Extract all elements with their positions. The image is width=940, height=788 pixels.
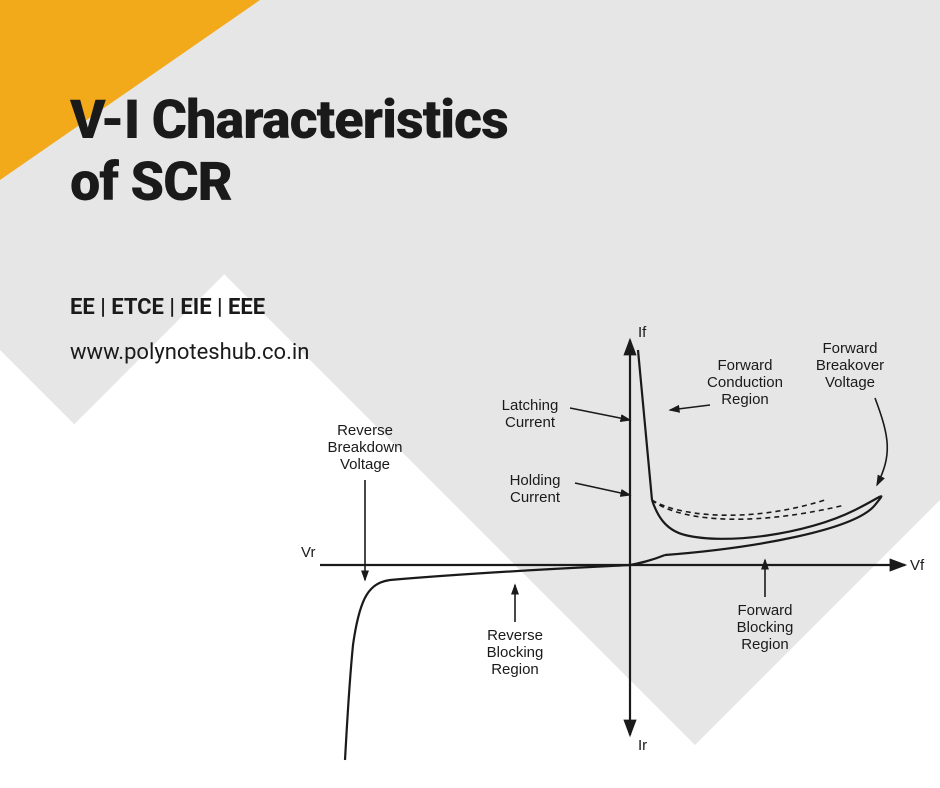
svg-text:Voltage: Voltage <box>340 456 390 473</box>
curve-forward-leakage <box>630 555 665 565</box>
label-vr: Vr <box>301 544 315 561</box>
svg-text:Conduction: Conduction <box>707 374 783 391</box>
svg-text:Current: Current <box>505 414 556 431</box>
title-line-1: V-I Characteristics <box>70 90 508 152</box>
curve-reverse <box>345 565 630 760</box>
svg-text:Voltage: Voltage <box>825 374 875 391</box>
svg-text:Reverse: Reverse <box>337 422 393 439</box>
svg-text:Forward: Forward <box>717 357 772 374</box>
svg-text:Current: Current <box>510 489 561 506</box>
svg-text:Forward: Forward <box>737 602 792 619</box>
page-title: V-I Characteristics of SCR <box>70 90 508 214</box>
annotation-rev_blocking: ReverseBlockingRegion <box>487 585 544 678</box>
diagram-svg: IfIrVfVrLatchingCurrentHoldingCurrentRev… <box>295 315 935 775</box>
annotation-holding: HoldingCurrent <box>510 472 630 506</box>
label-vf: Vf <box>910 557 925 574</box>
subtitle-departments: EE | ETCE | EIE | EEE <box>70 295 265 320</box>
label-if: If <box>638 324 647 341</box>
svg-text:Latching: Latching <box>502 397 559 414</box>
curve-forward-dashed-2 <box>652 500 845 519</box>
svg-text:Breakover: Breakover <box>816 357 884 374</box>
svg-text:Region: Region <box>741 636 789 653</box>
subtitle-url: www.polynoteshub.co.in <box>70 340 309 365</box>
svg-text:Forward: Forward <box>822 340 877 357</box>
curve-conduction <box>638 350 652 500</box>
svg-text:Blocking: Blocking <box>487 644 544 661</box>
svg-text:Holding: Holding <box>510 472 561 489</box>
annotation-fwd_blocking: ForwardBlockingRegion <box>737 560 794 653</box>
svg-text:Blocking: Blocking <box>737 619 794 636</box>
svg-text:Region: Region <box>721 391 769 408</box>
annotation-fwd_breakover: ForwardBreakoverVoltage <box>816 340 887 485</box>
svg-text:Region: Region <box>491 661 539 678</box>
svg-text:Breakdown: Breakdown <box>327 439 402 456</box>
annotation-rev_breakdown: ReverseBreakdownVoltage <box>327 422 402 580</box>
svg-text:Reverse: Reverse <box>487 627 543 644</box>
curve-forward-main <box>652 496 881 555</box>
annotation-fwd_conduction: ForwardConductionRegion <box>670 357 783 410</box>
vi-characteristics-diagram: IfIrVfVrLatchingCurrentHoldingCurrentRev… <box>295 315 935 775</box>
annotation-latching: LatchingCurrent <box>502 397 630 431</box>
title-line-2: of SCR <box>70 152 508 214</box>
label-ir: Ir <box>638 737 647 754</box>
